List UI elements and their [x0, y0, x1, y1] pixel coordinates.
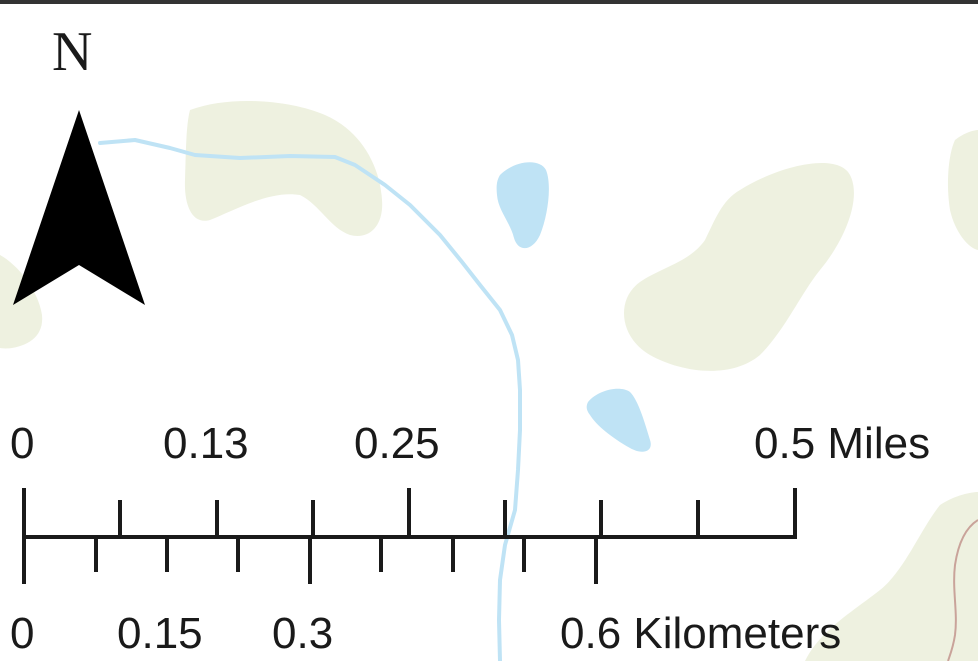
km-label-0-15: 0.15: [117, 609, 203, 658]
vegetation-patch: [805, 492, 978, 661]
scale-bar: [22, 488, 797, 584]
vegetation-patch: [947, 130, 978, 250]
pond: [586, 388, 651, 452]
vegetation-patch: [0, 255, 43, 349]
road: [947, 519, 978, 661]
north-arrow-icon: [13, 110, 145, 305]
north-label: N: [52, 21, 93, 83]
miles-label-0: 0: [10, 419, 35, 468]
miles-label-0-13: 0.13: [163, 419, 249, 468]
vegetation-patch: [184, 100, 383, 236]
km-label-0-3: 0.3: [272, 609, 334, 658]
km-label-0-6: 0.6 Kilometers: [560, 609, 842, 658]
km-label-0: 0: [10, 609, 35, 658]
vegetation-patch: [623, 163, 854, 371]
miles-label-0-25: 0.25: [354, 419, 440, 468]
miles-label-0-5: 0.5 Miles: [754, 419, 931, 468]
lake: [496, 162, 549, 249]
river: [98, 138, 522, 661]
